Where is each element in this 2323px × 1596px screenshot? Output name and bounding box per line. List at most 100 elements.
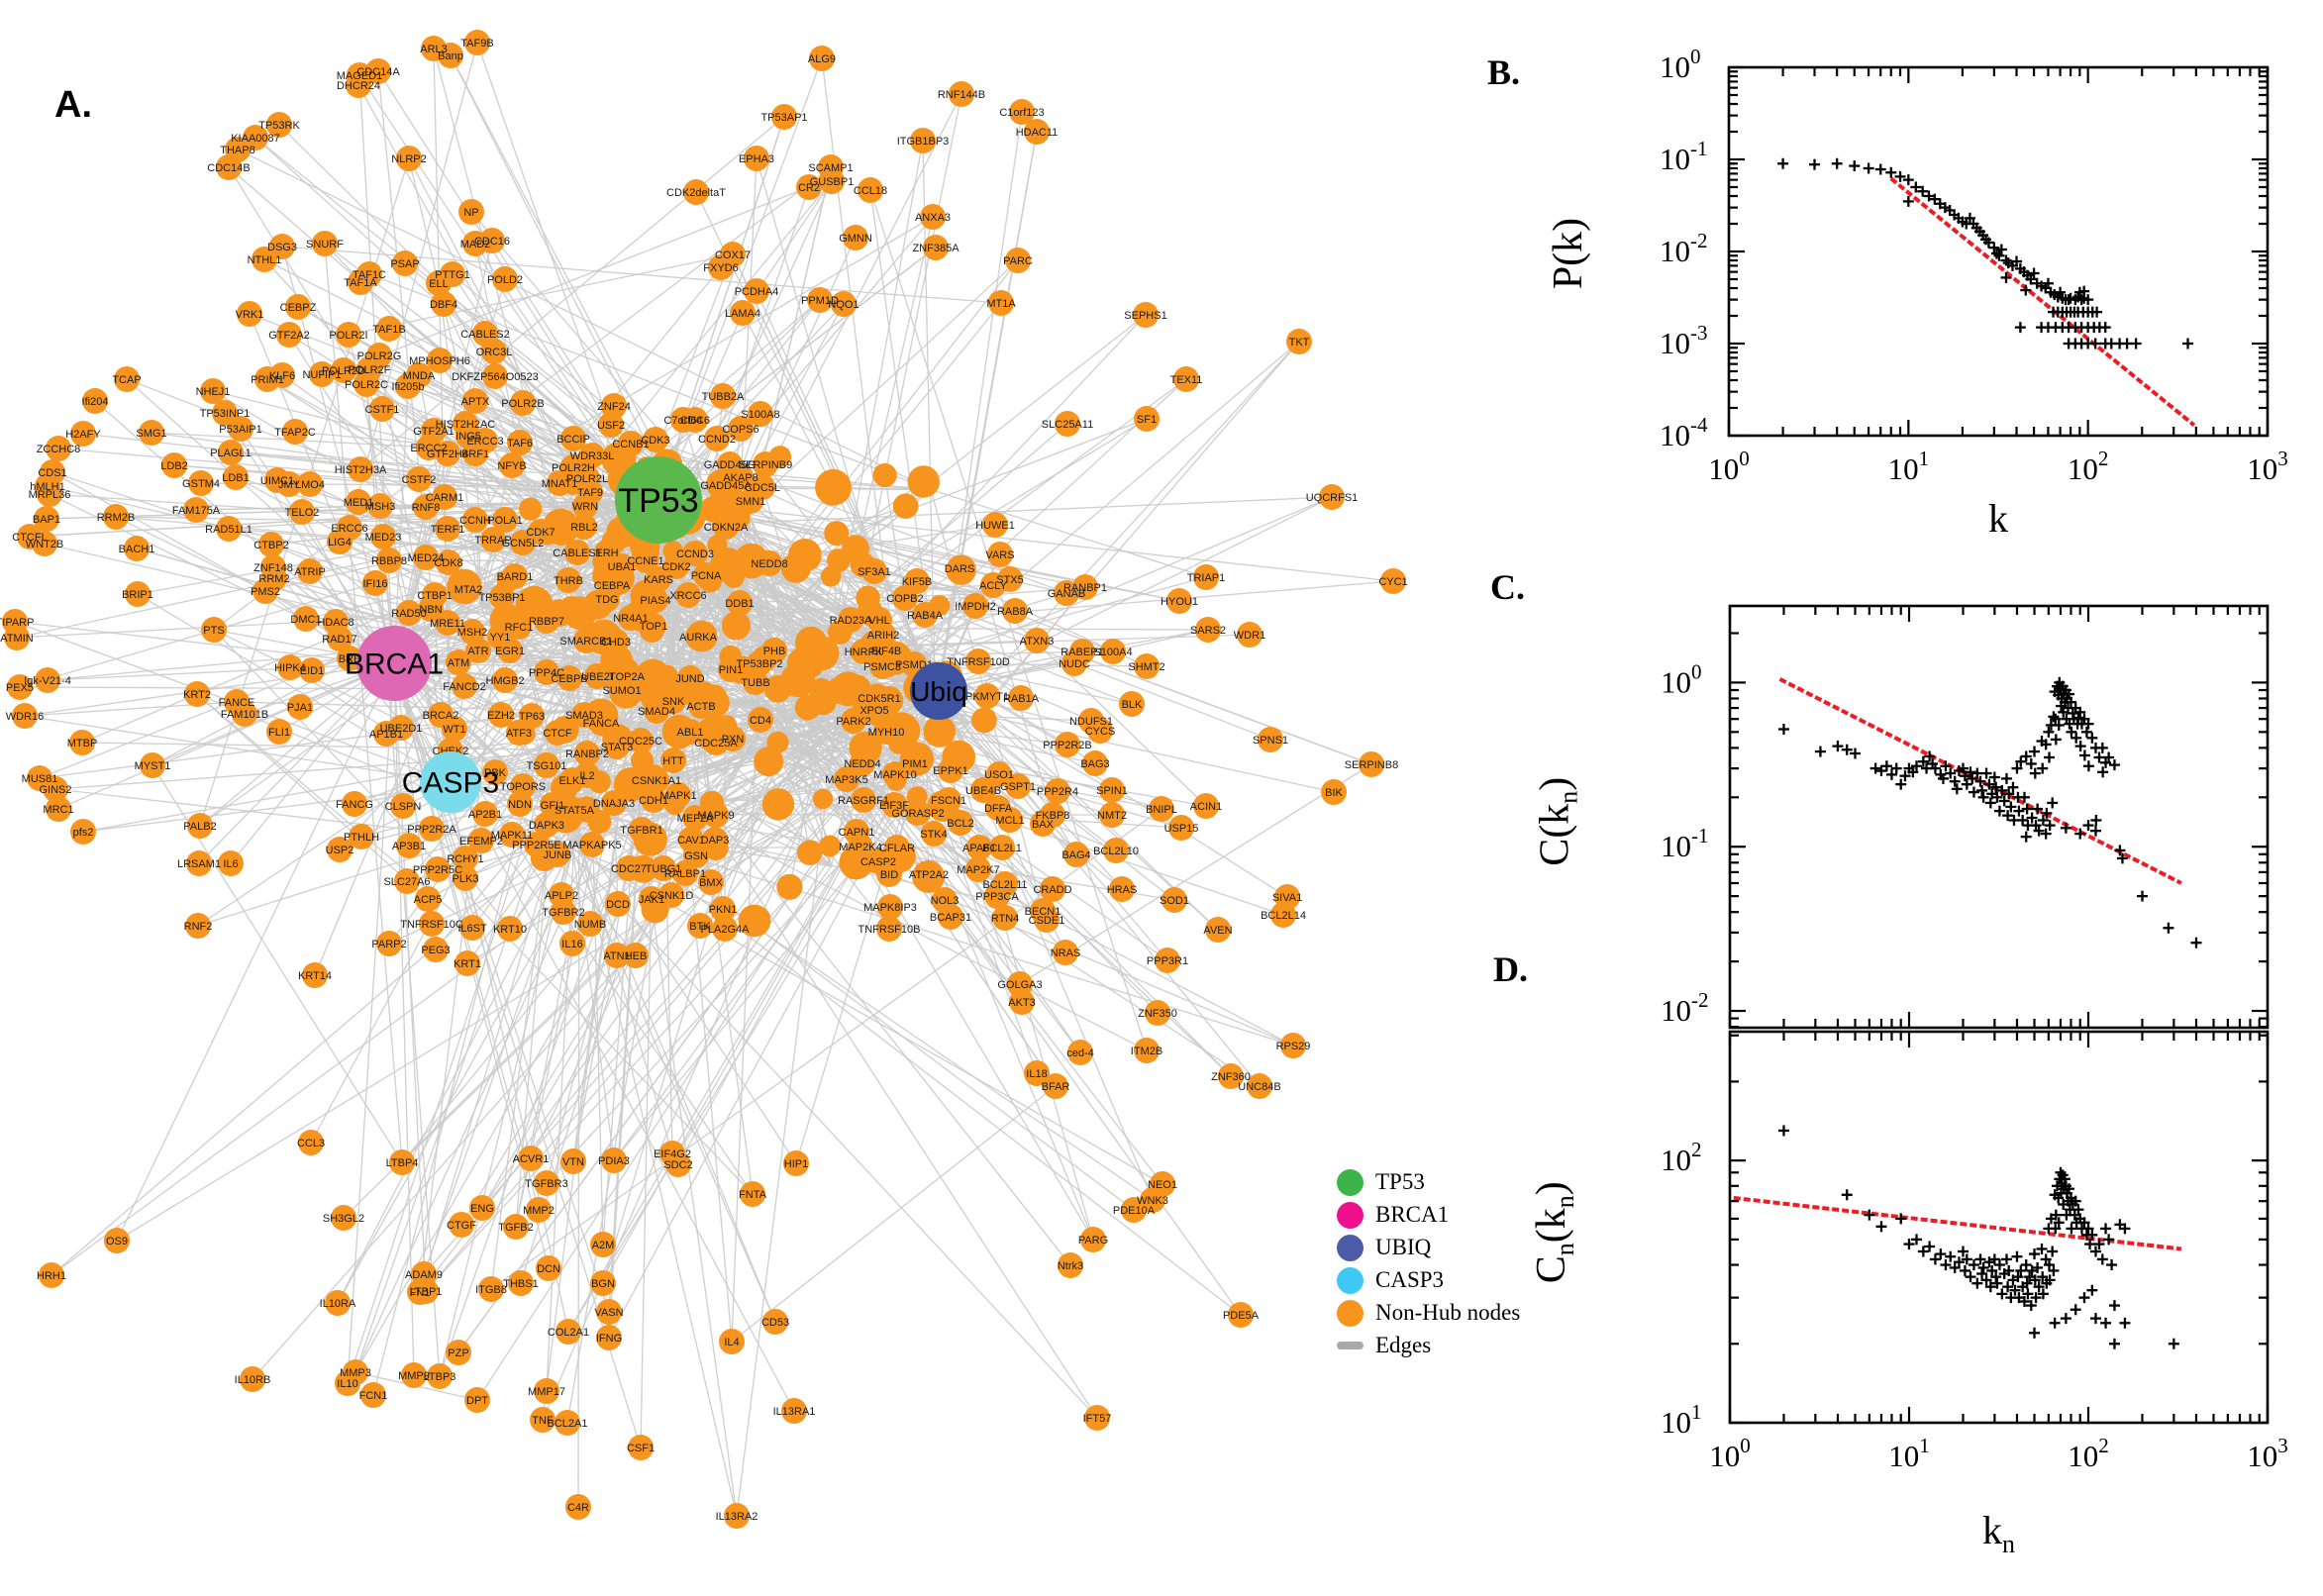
network-node — [965, 648, 991, 674]
network-node-label: TP53RK — [258, 120, 300, 132]
network-node — [507, 430, 533, 455]
svg-text:10-3: 10-3 — [1660, 321, 1708, 360]
network-node-label: ATM — [448, 657, 469, 669]
network-node-label: CSTF2 — [402, 474, 437, 486]
network-node — [713, 514, 739, 540]
network-node — [325, 1290, 351, 1316]
network-node — [997, 566, 1023, 592]
network-node-label: WNT2B — [26, 539, 64, 550]
network-node-label: PPP4C — [529, 667, 564, 679]
network-node — [506, 720, 532, 746]
network-node-label: BID — [880, 869, 898, 881]
network-node-label: CTBP2 — [253, 540, 288, 551]
svg-text:101: 101 — [1661, 1400, 1702, 1440]
svg-text:10-2: 10-2 — [1661, 988, 1709, 1028]
network-node-label: GTF2H4 — [427, 449, 468, 460]
network-node-label: C1orf123 — [999, 107, 1044, 119]
network-node — [584, 663, 610, 689]
network-node-label: KLF6 — [269, 370, 295, 382]
network-node — [293, 606, 319, 632]
network-node-label: PJA1 — [287, 702, 313, 714]
network-node-label: HRH1 — [37, 1270, 66, 1282]
panel-b-label: B. — [1487, 52, 1521, 92]
network-node — [276, 322, 302, 348]
network-node — [396, 146, 422, 171]
network-node — [201, 617, 227, 643]
network-node-label: PLA2G4A — [701, 924, 751, 936]
network-node — [277, 654, 303, 680]
network-nodes — [2, 30, 1406, 1529]
network-node-label: VTN — [562, 1156, 584, 1168]
network-node-label: POLA1 — [487, 515, 522, 527]
legend-item-casp3: CASP3 — [1337, 1266, 1520, 1294]
y-axis-title-pk: P(k) — [1546, 217, 1592, 290]
network-node-label: ERCC3 — [466, 436, 503, 448]
network-node-label: POLR2F — [349, 364, 391, 376]
network-node-label: TELO2 — [285, 507, 320, 519]
network-node — [481, 339, 507, 364]
network-node — [258, 532, 284, 557]
network-node — [877, 894, 903, 920]
svg-text:100: 100 — [1660, 45, 1701, 84]
network-node — [184, 681, 210, 707]
network-node-label: CASP2 — [860, 856, 896, 868]
network-node — [124, 536, 150, 561]
network-node-label: NUFIP1 — [302, 369, 341, 381]
network-node-label: C4R — [567, 1502, 589, 1514]
network-node-label: CDC5L — [745, 482, 780, 494]
network-node — [838, 607, 863, 633]
network-node — [1099, 777, 1125, 803]
network-node-label: CCND2 — [698, 434, 736, 446]
network-node — [1009, 989, 1035, 1015]
network-node — [465, 638, 491, 663]
network-node-label: PSMC3 — [863, 661, 901, 673]
network-node-label: USO1 — [984, 769, 1014, 781]
network-node-label: MAPK8IP3 — [863, 902, 917, 914]
network-node — [643, 427, 668, 452]
network-node — [453, 865, 478, 891]
network-node — [809, 46, 835, 71]
legend-item-tp53: TP53 — [1337, 1168, 1520, 1196]
network-node-label: GADD45G — [704, 459, 757, 471]
network-node — [415, 886, 441, 912]
network-node-label: CSF1 — [627, 1443, 655, 1454]
network-node — [1145, 1000, 1170, 1026]
network-node — [469, 1195, 495, 1221]
network-node-label: PDE10A — [1113, 1205, 1156, 1217]
network-node-label: ARL3 — [420, 44, 448, 55]
network-node — [376, 316, 402, 342]
network-node-label: IFT57 — [1083, 1413, 1112, 1425]
network-node-label: UQCRFS1 — [1306, 492, 1359, 504]
edge-swatch-icon — [1337, 1342, 1364, 1349]
network-node-label: DCD — [606, 899, 630, 911]
plot-ticks — [1728, 1032, 2270, 1425]
network-node — [390, 793, 416, 819]
ubiq-swatch-icon — [1337, 1234, 1364, 1261]
network-node — [37, 481, 62, 507]
network-node-label: TAF9 — [577, 487, 603, 499]
network-node — [216, 154, 242, 180]
network-node — [633, 548, 658, 573]
network-node — [1270, 902, 1296, 928]
network-node-label: ARIH2 — [867, 630, 899, 642]
network-node — [693, 562, 719, 588]
network-node — [479, 228, 505, 253]
network-node-label: ERH — [595, 548, 618, 559]
network-node-label: PTTG1 — [435, 269, 469, 281]
network-hubs: TP53 BRCA1 Ubiq CASP3 — [345, 456, 967, 813]
network-node — [727, 590, 753, 616]
network-node — [82, 388, 108, 414]
network-node — [462, 441, 488, 466]
network-node-label: NBN — [419, 604, 442, 616]
network-node — [468, 828, 494, 853]
network-node-label: FANCA — [583, 718, 620, 730]
network-node-label: ACLY — [979, 580, 1008, 592]
network-node — [446, 1340, 471, 1365]
network-node — [720, 726, 746, 751]
y-axis-title-ckn: C(kn) — [1532, 776, 1583, 866]
network-node — [478, 1276, 504, 1302]
network-node-label: RBBP8 — [371, 555, 407, 567]
network-node-label: STX5 — [996, 574, 1024, 586]
network-node-label: PXN — [722, 734, 745, 746]
network-node — [938, 904, 963, 930]
